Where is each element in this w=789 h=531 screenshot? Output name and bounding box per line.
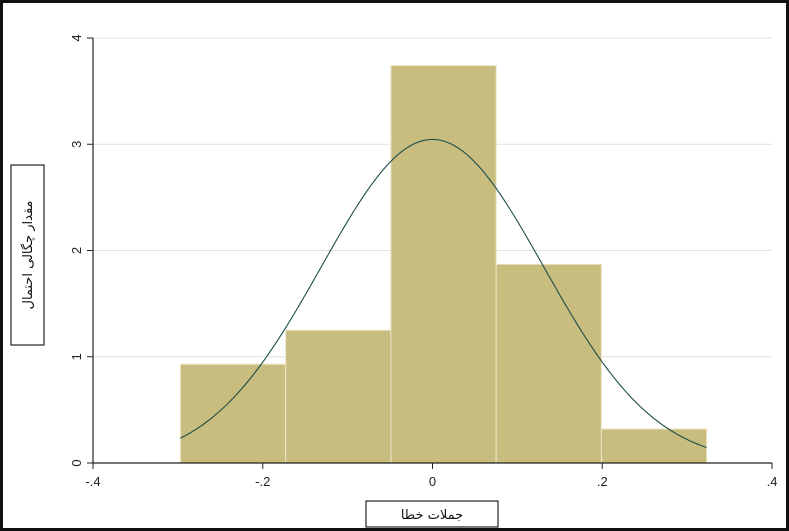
y-tick-label-0: 0 (69, 459, 84, 466)
histogram-bar-2 (285, 329, 392, 464)
y-tick-label-1: 1 (69, 353, 84, 360)
histogram-chart: -.4 -.2 0 .2 .4 0 1 2 3 4 مقدار چگالی احتمال جمل… (10, 34, 777, 528)
y-tick-label-3: 3 (69, 141, 84, 148)
x-tick-label-1: -.2 (255, 474, 270, 489)
y-axis-title-box (10, 164, 45, 346)
x-tick-label-3: .2 (597, 474, 608, 489)
normal-density-curve (180, 138, 707, 449)
y-tick-label-4: 4 (69, 34, 84, 41)
x-axis-title: جملات خطا (365, 500, 499, 528)
y-axis-title: مقدار چگالی احتمال (10, 164, 45, 346)
x-tick-label-4: .4 (767, 474, 778, 489)
y-axis-title-text: مقدار چگالی احتمال (20, 201, 36, 310)
x-tick-label-0: -.4 (85, 474, 100, 489)
x-axis-title-box (365, 500, 499, 528)
histogram-bar-5 (600, 428, 708, 464)
x-axis-ticks: -.4 -.2 0 .2 .4 (85, 463, 777, 489)
x-axis-title-text: جملات خطا (401, 508, 463, 523)
histogram-bars (179, 65, 708, 464)
histogram-bar-4 (495, 263, 602, 464)
histogram-bar-1 (179, 363, 287, 464)
y-tick-label-2: 2 (69, 247, 84, 254)
histogram-bar-3 (390, 65, 497, 464)
x-tick-label-2: 0 (429, 474, 436, 489)
y-axis-ticks: 0 1 2 3 4 (69, 34, 93, 467)
